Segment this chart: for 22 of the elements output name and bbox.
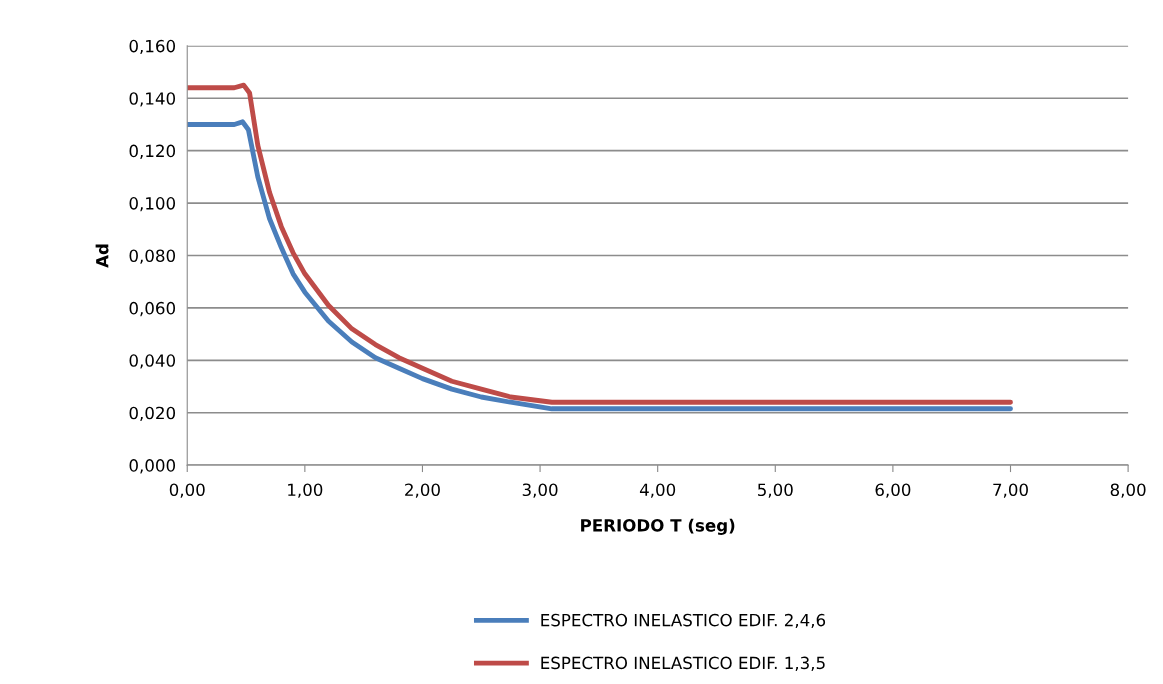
- x-tick-label: 4,00: [639, 483, 676, 498]
- x-tick-label: 0,00: [169, 483, 205, 498]
- y-tick-label: 0,140: [129, 92, 176, 107]
- x-tick-label: 3,00: [522, 483, 558, 498]
- y-tick-label: 0,160: [129, 39, 176, 55]
- x-tick-label: 8,00: [1110, 483, 1146, 498]
- x-tick-label: 2,00: [405, 483, 440, 498]
- x-axis-title: PERIODO T (seg): [581, 518, 735, 535]
- x-tick-label: 6,00: [875, 483, 911, 498]
- y-tick-label: 0,120: [129, 144, 176, 159]
- x-tick-label: 7,00: [993, 483, 1028, 498]
- y-tick-label: 0,100: [129, 197, 176, 212]
- x-tick-label: 1,00: [288, 483, 323, 498]
- y-tick-label: 0,080: [129, 249, 176, 264]
- y-tick-label: 0,000: [129, 459, 176, 474]
- x-tick-label: 5,00: [758, 483, 793, 498]
- legend-label: ESPECTRO INELASTICO EDIF. 2,4,6: [541, 613, 826, 629]
- y-tick-label: 0,040: [129, 354, 176, 369]
- y-axis-title: Ad: [95, 244, 109, 268]
- y-tick-label: 0,020: [129, 406, 176, 421]
- y-tick-label: 0,060: [129, 301, 176, 317]
- legend-label: ESPECTRO INELASTICO EDIF. 1,3,5: [541, 656, 825, 671]
